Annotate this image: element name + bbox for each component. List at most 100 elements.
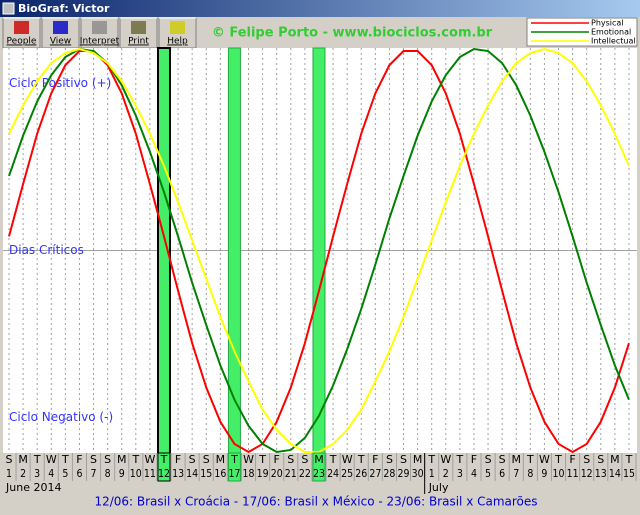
toolbar-button[interactable]: People bbox=[2, 17, 41, 49]
weekday-label: S bbox=[485, 453, 492, 466]
weekday-label: F bbox=[569, 453, 575, 466]
weekday-label: T bbox=[526, 453, 534, 466]
x-tick-label: 13 bbox=[172, 467, 184, 480]
weekday-label: T bbox=[357, 453, 365, 466]
x-tick-label: 30 bbox=[412, 467, 424, 480]
x-tick-label: 20 bbox=[271, 467, 283, 480]
weekday-label: S bbox=[301, 453, 308, 466]
weekday-label: S bbox=[597, 453, 604, 466]
weekday-label: W bbox=[243, 453, 254, 466]
weekday-label: S bbox=[104, 453, 111, 466]
legend-label: Physical bbox=[591, 19, 624, 28]
button-icon bbox=[131, 21, 146, 34]
toolbar-button[interactable]: View bbox=[41, 17, 80, 49]
weekday-label: T bbox=[160, 453, 168, 466]
x-tick-label: 1 bbox=[429, 467, 435, 480]
x-tick-label: 28 bbox=[383, 467, 395, 480]
window-title: BioGraf: Victor bbox=[18, 2, 110, 15]
x-tick-label: 12 bbox=[158, 467, 170, 480]
title-bar bbox=[0, 0, 640, 17]
weekday-label: F bbox=[274, 453, 280, 466]
series-line bbox=[8, 50, 630, 454]
weekday-label: W bbox=[539, 453, 550, 466]
x-tick-label: 7 bbox=[91, 467, 97, 480]
x-tick-label: 18 bbox=[243, 467, 255, 480]
weekday-label: W bbox=[440, 453, 451, 466]
watermark: © Felipe Porto - www.biociclos.com.br bbox=[212, 26, 493, 41]
weekday-label: S bbox=[90, 453, 97, 466]
highlight-cell bbox=[157, 452, 171, 482]
x-tick-label: 15 bbox=[200, 467, 212, 480]
x-tick-label: 10 bbox=[130, 467, 142, 480]
x-tick-label: 29 bbox=[398, 467, 410, 480]
toolbar-button[interactable]: Print bbox=[119, 17, 158, 49]
weekday-label: M bbox=[216, 453, 226, 466]
weekday-label: S bbox=[287, 453, 294, 466]
weekday-label: F bbox=[76, 453, 82, 466]
weekday-label: S bbox=[386, 453, 393, 466]
weekday-label: T bbox=[456, 453, 464, 466]
weekday-label: T bbox=[33, 453, 41, 466]
weekday-label: T bbox=[427, 453, 435, 466]
button-label: View bbox=[50, 37, 71, 47]
weekday-label: T bbox=[131, 453, 139, 466]
x-tick-label: 12 bbox=[581, 467, 593, 480]
weekday-label: W bbox=[144, 453, 155, 466]
weekday-label: S bbox=[400, 453, 407, 466]
x-tick-label: 5 bbox=[485, 467, 491, 480]
legend-label: Emotional bbox=[591, 28, 631, 37]
x-tick-label: 8 bbox=[105, 467, 111, 480]
button-icon bbox=[53, 21, 68, 34]
x-tick-label: 27 bbox=[369, 467, 381, 480]
weekday-label: F bbox=[471, 453, 477, 466]
x-tick-label: 2 bbox=[20, 467, 26, 480]
series-line bbox=[8, 47, 630, 453]
weekday-label: F bbox=[175, 453, 181, 466]
weekday-label: F bbox=[372, 453, 378, 466]
month-label: June 2014 bbox=[5, 481, 61, 494]
status-text: 12/06: Brasil x Croácia - 17/06: Brasil … bbox=[94, 495, 537, 509]
x-tick-label: 2 bbox=[443, 467, 449, 480]
x-tick-label: 9 bbox=[541, 467, 547, 480]
button-icon bbox=[92, 21, 107, 34]
x-tick-label: 19 bbox=[257, 467, 269, 480]
x-tick-label: 17 bbox=[228, 467, 240, 480]
status-bar bbox=[3, 494, 637, 510]
toolbar-button[interactable]: Help bbox=[158, 17, 197, 49]
x-tick-label: 11 bbox=[144, 467, 156, 480]
weekday-label: M bbox=[413, 453, 423, 466]
weekday-label: T bbox=[258, 453, 266, 466]
weekday-label: M bbox=[117, 453, 127, 466]
highlight-cell bbox=[312, 452, 326, 482]
weekday-label: S bbox=[189, 453, 196, 466]
highlight-bar bbox=[156, 47, 171, 488]
app-icon bbox=[2, 2, 15, 15]
x-tick-label: 25 bbox=[341, 467, 353, 480]
x-tick-label: 24 bbox=[327, 467, 339, 480]
weekday-label: T bbox=[230, 453, 238, 466]
weekday-label: S bbox=[499, 453, 506, 466]
weekday-label: T bbox=[554, 453, 562, 466]
x-tick-label: 11 bbox=[567, 467, 579, 480]
weekday-label: M bbox=[511, 453, 521, 466]
button-label: Interpret bbox=[80, 37, 120, 47]
y-tick-label: Ciclo Negativo (-) bbox=[9, 410, 113, 424]
weekday-label: S bbox=[6, 453, 13, 466]
x-tick-label: 4 bbox=[48, 467, 54, 480]
weekday-label: W bbox=[46, 453, 57, 466]
toolbar-button[interactable]: Interpret bbox=[80, 17, 120, 49]
button-icon bbox=[14, 21, 29, 34]
month-label: July bbox=[428, 481, 449, 494]
x-tick-label: 21 bbox=[285, 467, 297, 480]
weekday-label: W bbox=[342, 453, 353, 466]
y-tick-label: Ciclo Positivo (+) bbox=[9, 76, 111, 90]
button-label: Help bbox=[167, 37, 188, 47]
x-tick-label: 8 bbox=[527, 467, 533, 480]
weekday-label: M bbox=[610, 453, 620, 466]
x-tick-label: 7 bbox=[513, 467, 519, 480]
weekday-label: T bbox=[329, 453, 337, 466]
weekday-label: M bbox=[18, 453, 28, 466]
x-tick-label: 16 bbox=[214, 467, 226, 480]
